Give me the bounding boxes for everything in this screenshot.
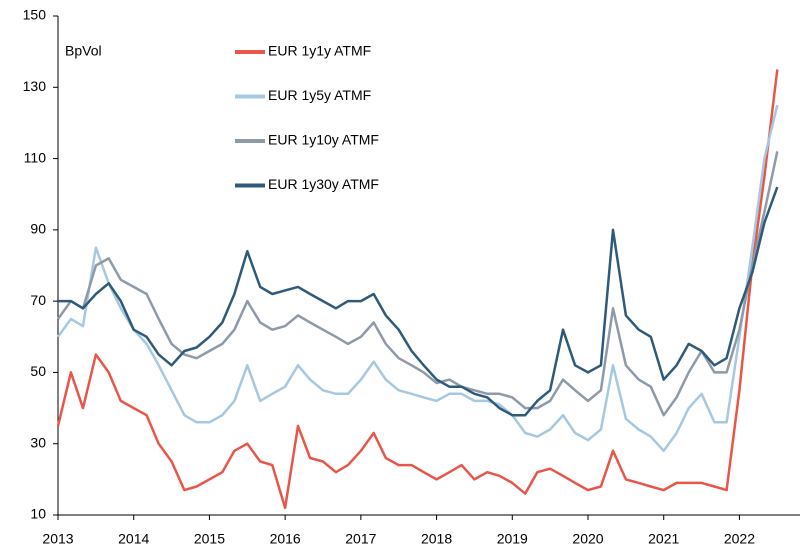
x-tick-label: 2013	[42, 531, 73, 547]
series-line	[56, 151, 779, 417]
y-tick-label: 50	[30, 363, 46, 379]
x-tick-label: 2022	[724, 531, 755, 547]
x-tick-label: 2020	[572, 531, 603, 547]
x-tick-label: 2017	[345, 531, 376, 547]
x-tick-label: 2019	[497, 531, 528, 547]
y-tick-label: 30	[30, 434, 46, 450]
annotation: BpVol	[65, 43, 102, 59]
y-tick-label: 110	[24, 149, 47, 165]
legend-label: EUR 1y1y ATMF	[268, 43, 371, 59]
y-tick-label: 130	[23, 78, 47, 94]
x-tick-label: 2014	[118, 531, 149, 547]
series-line	[56, 104, 779, 453]
legend-label: EUR 1y10y ATMF	[268, 132, 379, 148]
series-line	[58, 186, 779, 417]
y-tick-label: 90	[30, 221, 46, 237]
x-tick-label: 2015	[194, 531, 225, 547]
x-tick-label: 2018	[421, 531, 452, 547]
x-tick-label: 2016	[270, 531, 301, 547]
legend-label: EUR 1y5y ATMF	[268, 87, 371, 103]
series-line	[56, 69, 779, 510]
y-tick-label: 10	[30, 506, 46, 522]
y-tick-label: 150	[23, 7, 47, 23]
y-tick-label: 70	[30, 292, 46, 308]
x-tick-label: 2021	[648, 531, 679, 547]
legend-label: EUR 1y30y ATMF	[268, 176, 379, 192]
